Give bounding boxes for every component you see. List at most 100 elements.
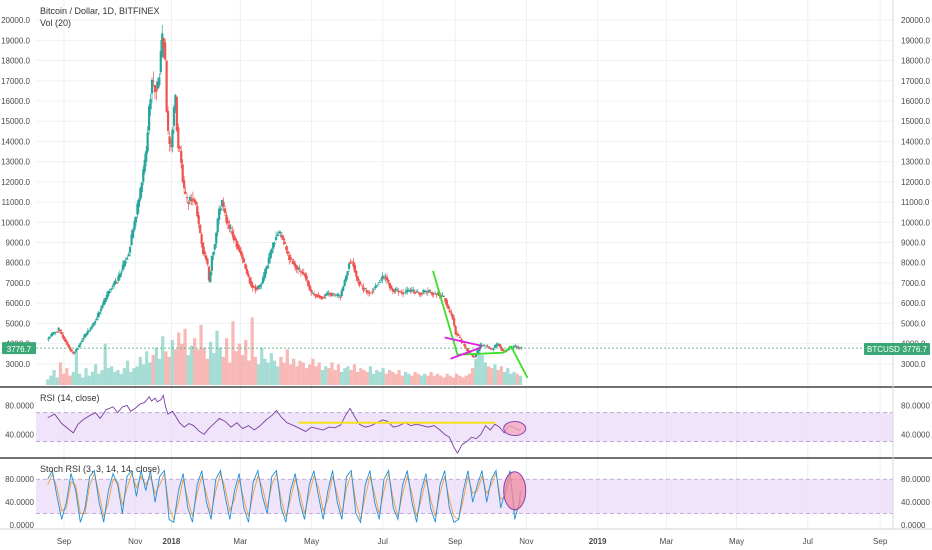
candle-body [454,325,457,335]
candle-body [444,298,447,302]
time-axis[interactable]: Sep Nov 2018 Mar May Jul Sep Nov 2019 Mar May Jul Se… [57,537,888,546]
candle-body [218,208,221,220]
candle-body [219,208,222,211]
volume-bar [391,371,395,385]
candle-body [330,293,333,297]
candle-body [210,255,213,271]
volume-bar [183,328,187,385]
price-axis-right[interactable]: 3000.04000.05000.06000.07000.08000.09000… [901,16,930,369]
volume-bar [74,351,79,385]
candle-body [409,291,412,292]
volume-bar [355,371,360,385]
time-label: 2019 [589,537,607,546]
volume-bar [209,341,213,385]
candle-body [295,265,298,270]
volume-bar [221,356,226,385]
candle-body [166,111,170,131]
candle-body [114,280,117,284]
candle-body [412,290,415,292]
time-label: Sep [873,537,888,546]
candle-body [261,277,265,284]
candle-body [175,96,178,131]
volume-bar [490,368,494,385]
volume-bar [157,358,162,385]
candle-body [315,294,319,298]
volume-bar [320,370,325,385]
candle-body [126,257,129,260]
candle-body [331,292,335,295]
candle-body [366,291,370,294]
candle-body [88,330,91,332]
candle-body [77,345,81,348]
candle-body [158,77,161,85]
candle-body [286,251,289,254]
candle-body [387,279,390,283]
price-tick-left: 15000.0 [1,117,30,126]
price-tick-left: 10000.0 [1,218,30,227]
volume-bar [145,351,149,385]
candle-body [399,291,402,293]
candle-body [104,297,107,303]
volume-bar [103,343,107,385]
candle-body [486,345,489,347]
volume-bar [113,371,117,385]
price-tick-left: 20000.0 [1,16,30,25]
price-tick-left: 17000.0 [1,77,30,86]
stoch-tick-right: 0.0000 [901,521,926,530]
volume-bar [177,332,181,385]
volume-bar [90,371,95,385]
candle-body [102,300,105,306]
time-label: Nov [128,537,142,546]
candle-body [324,294,327,296]
candle-body [397,291,400,293]
time-label: May [304,537,319,546]
candle-body [476,350,479,355]
volume-bar [170,340,174,385]
volume-bar [116,370,120,385]
candle-body [305,275,308,280]
candle-body [181,164,184,182]
candle-body [98,312,101,315]
candle-body [517,346,520,348]
candle-body [245,268,248,275]
candle-body [304,274,307,278]
candle-body [350,261,354,263]
volume-bar [435,373,440,385]
price-tick-right: 14000.0 [901,137,930,146]
candle-body [155,89,158,92]
candle-body [458,336,462,338]
candle-body [63,337,66,341]
volume-bar [250,317,254,385]
volume-bar [483,362,487,385]
candle-body [280,235,284,238]
candle-body [396,290,399,291]
candle-body [418,292,421,294]
volume-bar [509,373,513,385]
candle-body [416,291,419,293]
volume-bar [512,371,516,385]
volume-bar [455,373,459,385]
volume-bar [276,366,280,385]
volume-bar [397,370,401,385]
candle-body [374,286,377,289]
candle-body [124,261,127,264]
volume-bar [502,371,507,385]
candle-body [207,266,211,281]
candle-body [337,295,340,297]
candle-body [334,294,338,296]
left-price-badge-value: 3776.7 [7,345,32,354]
candle-body [206,258,209,265]
volume-bar [301,362,305,385]
volume-bar [106,368,110,385]
candle-body [368,292,371,294]
volume-bar [474,358,478,385]
candle-body [432,293,435,294]
candle-body [96,313,100,318]
volume-bar [231,321,235,385]
candle-body [419,292,422,296]
candle-body [115,282,119,284]
candle-body [518,347,521,349]
candle-body [190,199,193,202]
candle-body [362,287,365,291]
